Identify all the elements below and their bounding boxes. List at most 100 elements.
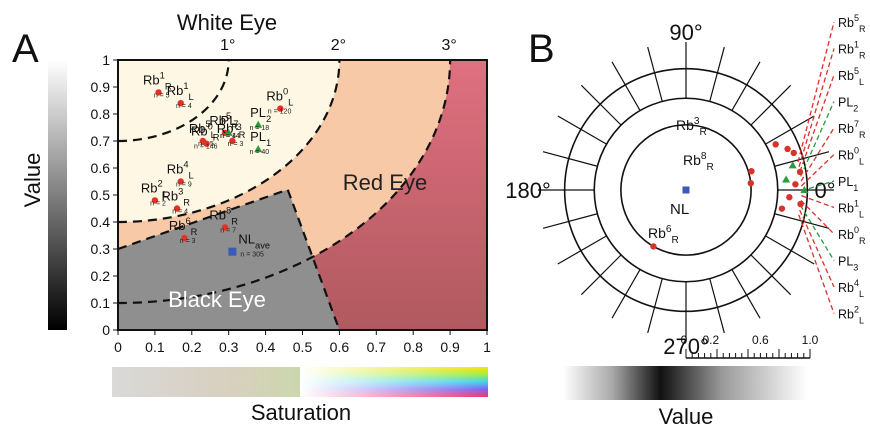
data-point <box>277 105 284 112</box>
legend-connector-lines <box>797 21 835 314</box>
polar-spoke <box>611 269 641 319</box>
inner-label-sup: 3 <box>694 116 700 127</box>
spectrum-fade <box>300 367 488 397</box>
inner-label: Rb8R <box>683 151 714 173</box>
point-label-text: Rb <box>209 207 226 222</box>
point-label: Rb8R <box>209 205 238 226</box>
legend-label-sub: R <box>859 236 866 246</box>
y-tick-label: 0.2 <box>91 268 111 284</box>
polar-spoke <box>542 213 598 229</box>
arc-2 <box>117 59 341 224</box>
inner-label-sup: 6 <box>666 224 672 235</box>
legend-label-text: Rb <box>838 69 854 83</box>
point-label-sup: 7 <box>233 119 238 129</box>
legend-label-sub: 2 <box>853 104 858 114</box>
x-axis-label: Saturation <box>251 400 351 425</box>
point-label-sub: 2 <box>266 114 271 124</box>
polar-point <box>797 200 804 208</box>
x-tick-label: 0.1 <box>145 339 165 355</box>
legend-label: Rb4L <box>838 278 864 299</box>
scale-tick-label: 0.2 <box>702 333 719 347</box>
polar-point <box>784 145 791 153</box>
polar-spoke <box>580 254 622 296</box>
point-label-text: PL <box>250 105 266 120</box>
legend-label-sub: 3 <box>853 263 858 273</box>
x-tick-label: 0.6 <box>330 339 350 355</box>
angle-label: 90° <box>669 20 702 45</box>
point-label-text: Rb <box>169 218 186 233</box>
arc-label: 3° <box>441 37 456 54</box>
legend-label-sub: L <box>859 289 864 299</box>
inner-label-sub: R <box>707 162 714 173</box>
data-point <box>228 247 237 256</box>
point-label-sup: 8 <box>226 205 231 215</box>
point-label-sup: 1 <box>183 81 188 91</box>
point-label-text: Rb <box>161 189 178 204</box>
point-label: Rb2L <box>141 178 168 199</box>
inner-label: Rb6R <box>648 224 679 246</box>
polar-spoke <box>765 235 815 265</box>
legend-label: Rb0R <box>838 225 866 246</box>
point-label: Rb1L <box>167 81 194 102</box>
legend-label: Rb2L <box>838 305 864 326</box>
legend-label-sub: R <box>859 51 866 61</box>
legend-label-sup: 0 <box>854 146 859 156</box>
y-tick-label: 0.9 <box>91 79 111 95</box>
data-point <box>254 145 263 153</box>
point-label-sup: 1 <box>160 70 165 80</box>
y-tick-label: 0.8 <box>91 106 111 122</box>
point-label-sub: R <box>183 198 190 208</box>
x-tick-label: 1 <box>483 339 491 355</box>
y-tick-label: 0.7 <box>91 133 111 149</box>
x-tick-label: 0.9 <box>440 339 460 355</box>
value-gradient-bar <box>48 60 67 330</box>
legend-label-text: Rb <box>838 281 854 295</box>
y-tick-label: 0.1 <box>91 295 111 311</box>
polar-spoke <box>557 115 607 145</box>
polar-spoke <box>731 61 761 111</box>
scale-tick-label: 1.0 <box>802 333 819 347</box>
polar-spoke <box>647 46 663 102</box>
point-label-text: PL <box>250 129 266 144</box>
polar-point <box>790 149 797 157</box>
y-tick-label: 0 <box>102 322 110 338</box>
x-tick-label: 0.2 <box>182 339 202 355</box>
x-tick-label: 0.8 <box>403 339 423 355</box>
point-label-sub: L <box>189 171 194 181</box>
polar-point <box>792 181 799 188</box>
point-label: PL2 <box>250 105 271 124</box>
point-label: Rb3R <box>161 187 190 208</box>
polar-rings: 90°180° 0°270° <box>505 20 835 359</box>
point-count: n = 146 <box>194 144 218 151</box>
arc-label: 2° <box>331 37 346 54</box>
legend-label-text: Rb <box>838 43 854 57</box>
angle-label: 180° <box>505 178 551 203</box>
point-label-text: Rb <box>266 89 283 104</box>
polar-point <box>796 168 804 176</box>
data-point <box>254 120 263 128</box>
polar-spoke <box>731 269 761 319</box>
panel-letter-b: B <box>528 27 555 71</box>
polar-point <box>650 243 657 250</box>
point-label-sub: R <box>213 133 220 143</box>
point-label-sub: R <box>231 216 238 226</box>
polar-point <box>782 175 791 183</box>
point-label-sup: 0 <box>283 87 288 97</box>
legend-label-text: PL <box>838 255 853 269</box>
x-tick-label: 0 <box>114 339 122 355</box>
point-label-sub: R <box>239 130 246 140</box>
y-tick-label: 0.6 <box>91 160 111 176</box>
inner-label-text: Rb <box>676 117 694 133</box>
point-label-sub: ave <box>255 241 270 251</box>
legend-label-text: Rb <box>838 202 854 216</box>
axes-layer: 0 0.1 0.2 0.3 0.4 0.5 0.6 0.7 0.8 0.9 1 0 0.1 0.2 0.3 0… <box>91 52 492 355</box>
legend-label-sub: R <box>859 130 866 140</box>
polar-spoke <box>750 84 792 126</box>
region-white-eye <box>118 60 340 222</box>
legend-connector <box>797 21 835 163</box>
point-label: Rb4L <box>167 160 194 181</box>
point-count: n = 4 <box>172 209 188 216</box>
y-tick-label: 0.4 <box>91 214 111 230</box>
